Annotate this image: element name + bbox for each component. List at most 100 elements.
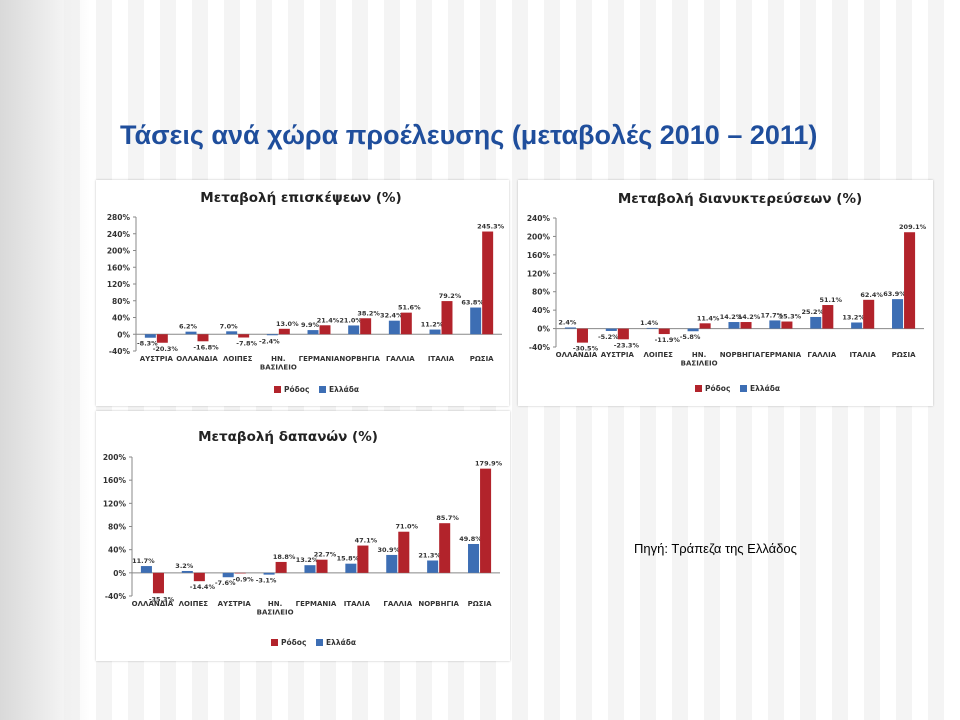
data-label: 13.2% bbox=[296, 556, 319, 564]
category-label: ΟΛΛΑΝΔΙΑ bbox=[132, 600, 174, 608]
y-tick-label: 0% bbox=[537, 325, 550, 334]
legend-swatch-ellada bbox=[740, 385, 747, 392]
data-label: 85.7% bbox=[436, 514, 459, 522]
data-label: -20.3% bbox=[153, 345, 179, 353]
data-label: 6.2% bbox=[179, 323, 198, 331]
legend-label: Ελλάδα bbox=[326, 638, 356, 647]
category-label: ΑΥΣΤΡΙΑ bbox=[601, 351, 635, 359]
data-label: 15.3% bbox=[779, 313, 802, 321]
category-label: ΛΟΙΠΕΣ bbox=[644, 351, 674, 359]
data-label: 30.9% bbox=[377, 546, 400, 554]
data-label: 25.2% bbox=[801, 308, 824, 316]
category-label: ΝΟΡΒΗΓΙΑ bbox=[339, 355, 380, 363]
data-label: 21.4% bbox=[317, 316, 340, 324]
chart-title: Μεταβολή επισκέψεων (%) bbox=[200, 190, 401, 206]
bar-ellada bbox=[468, 543, 480, 573]
y-tick-label: 200% bbox=[103, 453, 127, 462]
data-label: 17.7% bbox=[761, 311, 784, 319]
category-label: ΝΟΡΒΗΓΙΑ bbox=[418, 600, 459, 608]
y-tick-label: -40% bbox=[105, 592, 127, 601]
data-label: -14.4% bbox=[190, 583, 216, 591]
legend-swatch-ellada bbox=[319, 386, 326, 393]
bar-ellada bbox=[810, 316, 822, 329]
category-label: ΙΤΑΛΙΑ bbox=[344, 600, 371, 608]
legend-swatch-rodos bbox=[274, 386, 281, 393]
category-label: ΑΥΣΤΡΙΑ bbox=[218, 600, 252, 608]
bar-ellada bbox=[892, 299, 904, 329]
data-label: 13.0% bbox=[276, 320, 299, 328]
y-tick-label: 240% bbox=[107, 230, 131, 239]
y-tick-label: 120% bbox=[107, 280, 131, 289]
y-tick-label: 40% bbox=[108, 546, 126, 555]
category-label: ΡΩΣΙΑ bbox=[468, 600, 492, 608]
bar-rodos bbox=[319, 325, 331, 335]
y-tick-label: 40% bbox=[532, 306, 550, 315]
y-tick-label: 200% bbox=[527, 232, 551, 241]
y-tick-label: 200% bbox=[107, 247, 131, 256]
data-label: 32.4% bbox=[380, 312, 403, 320]
legend-swatch-rodos bbox=[695, 385, 702, 392]
data-label: 245.3% bbox=[477, 223, 505, 231]
source-note: Πηγή: Τράπεζα της Ελλάδος bbox=[634, 541, 797, 556]
y-tick-label: 280% bbox=[107, 213, 131, 222]
category-label: ΙΤΑΛΙΑ bbox=[850, 351, 877, 359]
data-label: -23.3% bbox=[614, 341, 640, 349]
legend-label: Ελλάδα bbox=[329, 385, 359, 394]
y-tick-label: 80% bbox=[112, 297, 130, 306]
data-label: -16.8% bbox=[193, 343, 219, 351]
data-label: 49.8% bbox=[459, 535, 482, 543]
data-label: 38.2% bbox=[357, 309, 380, 317]
data-label: 9.9% bbox=[301, 321, 320, 329]
y-tick-label: 120% bbox=[527, 269, 551, 278]
legend-label: Ρόδος bbox=[705, 384, 730, 393]
data-label: -30.5% bbox=[573, 345, 599, 353]
y-tick-label: 240% bbox=[527, 214, 551, 223]
bar-rodos bbox=[781, 321, 793, 329]
category-label: ΓΑΛΛΙΑ bbox=[383, 600, 412, 608]
bar-ellada bbox=[605, 328, 617, 331]
bar-rodos bbox=[863, 299, 875, 329]
data-label: 7.0% bbox=[220, 322, 239, 330]
data-label: 47.1% bbox=[355, 537, 378, 545]
bar-rodos bbox=[904, 232, 916, 329]
bar-ellada bbox=[851, 322, 863, 329]
bar-rodos bbox=[480, 468, 492, 573]
data-label: 22.7% bbox=[314, 551, 337, 559]
chart-overnights: Μεταβολή διανυκτερεύσεων (%) -40% 0% 40% 80%… bbox=[527, 191, 927, 393]
y-tick-label: 160% bbox=[107, 263, 131, 272]
bar-rodos bbox=[441, 301, 453, 335]
legend: Ρόδος Ελλάδα bbox=[695, 384, 780, 393]
bar-ellada bbox=[307, 330, 319, 335]
bar-ellada bbox=[348, 325, 360, 335]
category-label: ΑΥΣΤΡΙΑ bbox=[140, 355, 174, 363]
data-label: 71.0% bbox=[396, 523, 419, 531]
chart-expenditure: Μεταβολή δαπανών (%) -40% 0% 40% 80% 120% 160%… bbox=[103, 429, 503, 647]
legend: Ρόδος Ελλάδα bbox=[271, 638, 356, 647]
bar-ellada bbox=[470, 307, 482, 335]
bar-ellada bbox=[769, 320, 781, 329]
data-label: 14.2% bbox=[720, 313, 743, 321]
bar-rodos bbox=[617, 328, 629, 340]
category-label: ΙΤΑΛΙΑ bbox=[428, 355, 455, 363]
data-label: -11.9% bbox=[655, 336, 681, 344]
bar-rodos bbox=[400, 312, 412, 335]
bar-ellada bbox=[564, 327, 576, 329]
bar-ellada bbox=[266, 334, 278, 336]
category-label: ΓΕΡΜΑΝΙΑ bbox=[299, 355, 340, 363]
category-label: ΟΛΛΑΝΔΙΑ bbox=[176, 355, 218, 363]
data-label: -35.3% bbox=[149, 595, 175, 603]
chart-panel-visits: Μεταβολή επισκέψεων (%) -40% 0% 40% 80% 120% 1… bbox=[96, 180, 509, 406]
data-label: -7.6% bbox=[215, 579, 236, 587]
data-label: 18.8% bbox=[273, 553, 296, 561]
data-label: 62.4% bbox=[860, 291, 883, 299]
bar-rodos bbox=[275, 561, 287, 573]
category-label: ΛΟΙΠΕΣ bbox=[223, 355, 253, 363]
y-tick-label: 160% bbox=[103, 476, 127, 485]
data-label: 21.0% bbox=[339, 316, 362, 324]
data-label: 63.9% bbox=[883, 290, 906, 298]
category-label: ΗΝ. ΒΑΣΙΛΕΙΟ bbox=[681, 351, 718, 368]
data-label: -2.4% bbox=[259, 337, 280, 345]
bar-rodos bbox=[197, 334, 209, 342]
bar-ellada bbox=[427, 560, 439, 573]
y-tick-label: 120% bbox=[103, 499, 127, 508]
